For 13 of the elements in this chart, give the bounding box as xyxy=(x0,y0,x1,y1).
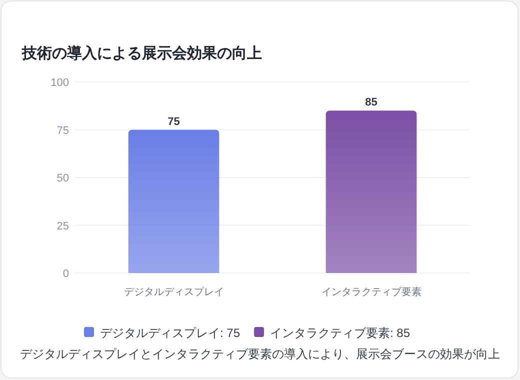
data-label: 85 xyxy=(365,96,378,109)
x-tick-label: デジタルディスプレイ xyxy=(124,286,224,298)
data-label: 75 xyxy=(168,116,180,128)
legend-label: デジタルディスプレイ: 75 xyxy=(100,326,240,340)
legend-label: インタラクティブ要素: 85 xyxy=(270,326,410,340)
y-tick-label: 0 xyxy=(62,268,69,280)
y-tick-label: 50 xyxy=(56,172,69,184)
chart-title: 技術の導入による展示会効果の向上 xyxy=(21,44,262,62)
x-tick-label: インタラクティブ要素 xyxy=(321,286,422,298)
y-tick-label: 75 xyxy=(56,124,69,137)
y-tick-label: 25 xyxy=(56,220,69,232)
text: デジタルディスプレイとインタラクティブ要素の導入により、展示会ブースの効果が向上 xyxy=(20,347,500,361)
y-tick-label: 100 xyxy=(50,77,69,89)
